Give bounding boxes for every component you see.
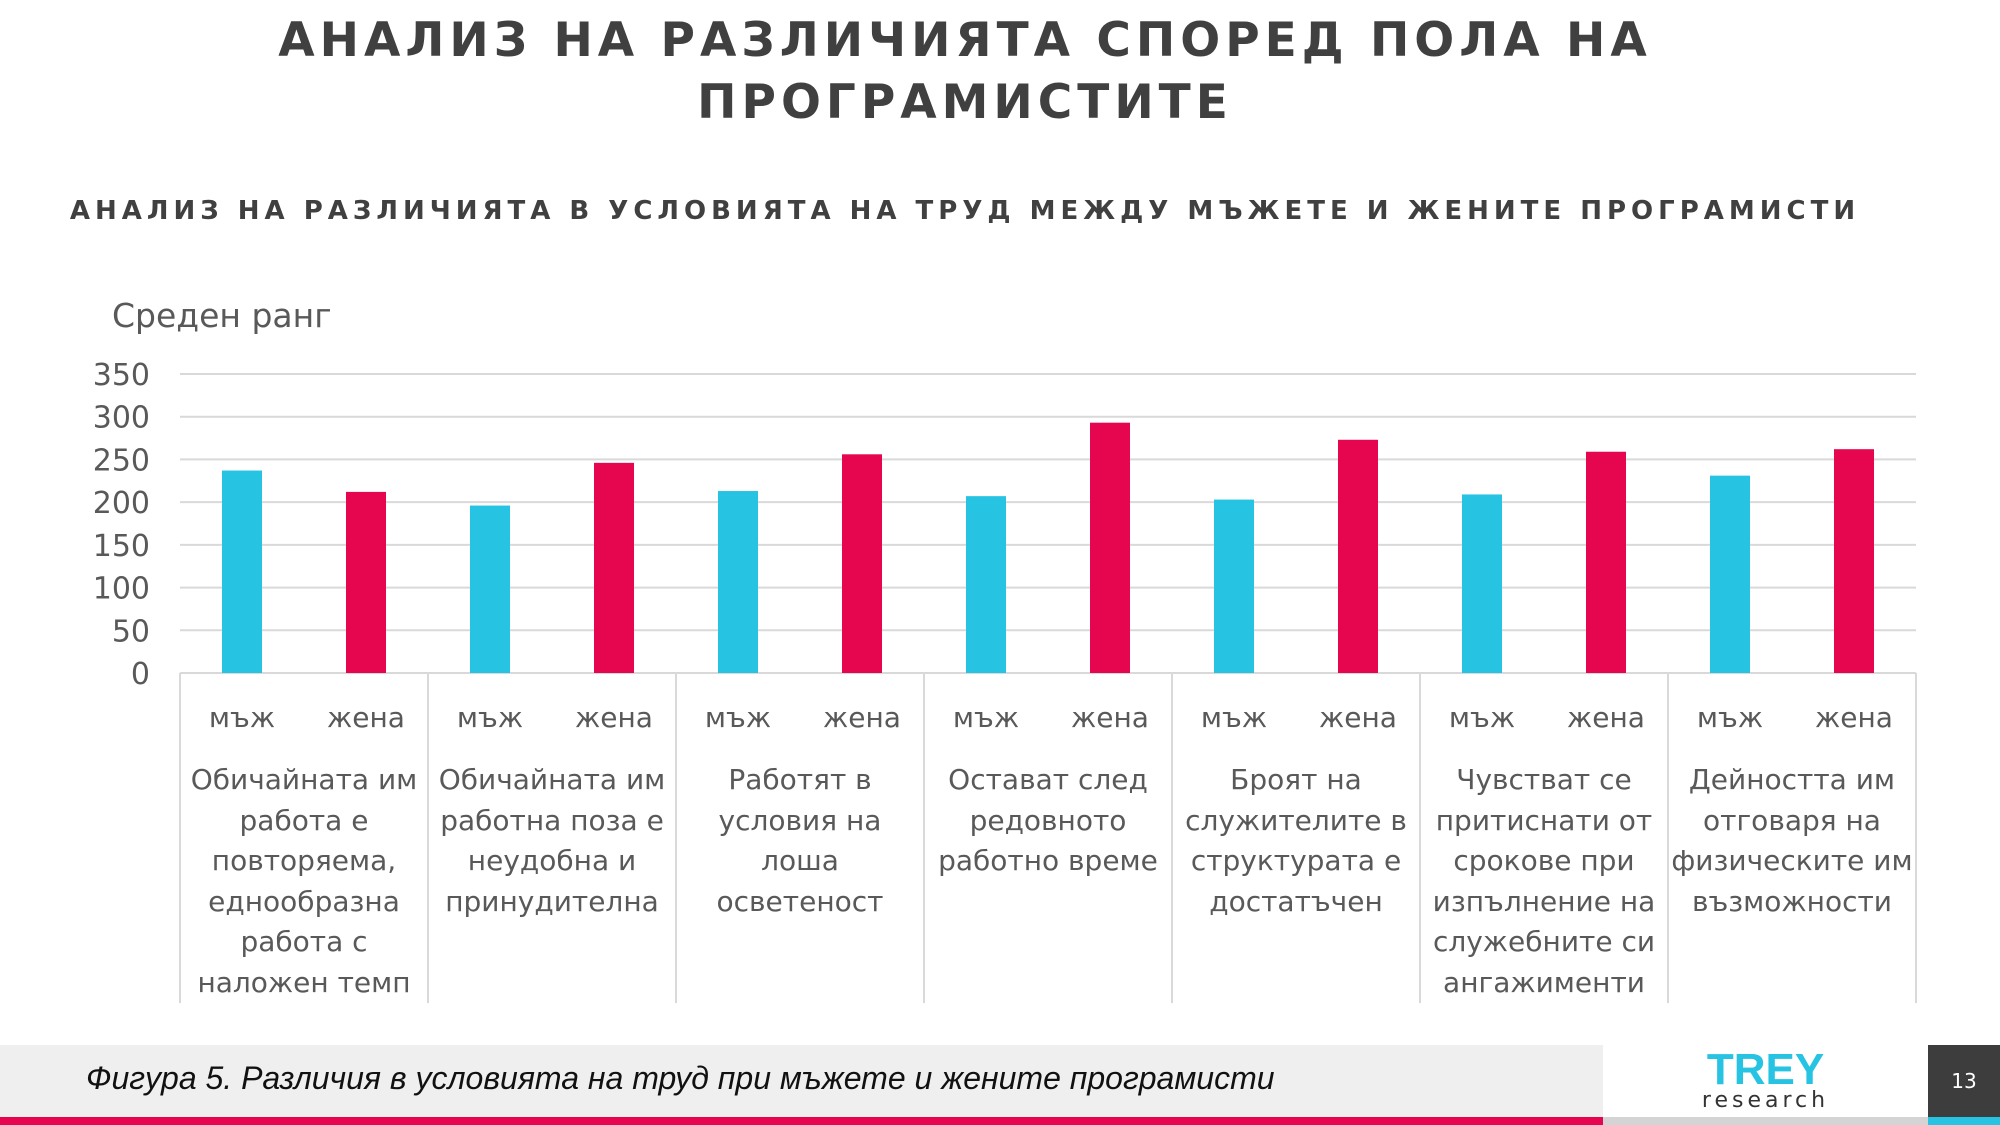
bar-male [966, 496, 1006, 673]
bar-male [470, 505, 510, 673]
figure-caption: Фигура 5. Различия в условията на труд п… [86, 1060, 1275, 1096]
subcategory-label: жена [1815, 701, 1893, 734]
subcategory-label: мъж [705, 701, 771, 734]
logo-sub-text: research [1701, 1088, 1830, 1113]
subcategory-label: мъж [953, 701, 1019, 734]
bar-male [1214, 499, 1254, 673]
category-label: Броят на служителите в структурата е дос… [1185, 763, 1407, 918]
subcategory-label: жена [823, 701, 901, 734]
category-label: Чувстват се притиснати от срокове при из… [1432, 763, 1656, 999]
bar-chart: 0 50 100 150 200 250 300 350 мъж жена мъж жена мъж же… [93, 358, 1917, 1003]
footer-band [0, 1045, 1603, 1117]
y-tick-label: 200 [93, 486, 150, 521]
subcategory-label: мъж [209, 701, 275, 734]
category-label: Обичайната им работа е повторяема, едноо… [190, 763, 418, 999]
bar-female [1090, 422, 1130, 673]
subcategory-label: жена [1071, 701, 1149, 734]
bar-female [842, 454, 882, 673]
footer-cyan-line [1928, 1117, 2000, 1125]
trey-research-logo: TREY research [1603, 1045, 1928, 1117]
bar-female [346, 491, 386, 673]
category-label: Работят в условия на лоша осветеност [716, 763, 884, 918]
subcategory-label: жена [575, 701, 653, 734]
category-label: Обичайната им работна поза е неудобна и … [438, 763, 666, 918]
footer-accent-line [0, 1117, 1603, 1125]
bar-male [222, 470, 262, 673]
footer-grey-line [1603, 1117, 1928, 1125]
subcategory-label: мъж [1201, 701, 1267, 734]
subcategory-label: жена [1319, 701, 1397, 734]
subcategory-label: жена [1567, 701, 1645, 734]
bar-female [594, 462, 634, 673]
bar-male [1462, 494, 1502, 673]
page-number: 13 [1928, 1045, 2000, 1117]
category-label: Остават след редовното работно време [938, 763, 1158, 877]
bar-female [1834, 449, 1874, 673]
y-tick-label: 0 [131, 657, 150, 692]
subcategory-label: жена [327, 701, 405, 734]
bar-male [718, 491, 758, 673]
y-tick-label: 50 [112, 614, 150, 649]
subcategory-label: мъж [457, 701, 523, 734]
logo-main-text: TREY [1706, 1045, 1825, 1094]
y-axis-label: Среден ранг [112, 296, 332, 335]
bar-female [1586, 451, 1626, 673]
bar-female [1338, 439, 1378, 673]
y-tick-label: 350 [93, 358, 150, 393]
category-label: Дейността им отговаря на физическите им … [1671, 763, 1913, 918]
y-tick-label: 150 [93, 529, 150, 564]
chart-title: АНАЛИЗ НА РАЗЛИЧИЯТА В УСЛОВИЯТА НА ТРУД… [69, 196, 1861, 226]
y-tick-label: 100 [93, 572, 150, 607]
y-tick-label: 300 [93, 401, 150, 436]
subcategory-label: мъж [1449, 701, 1515, 734]
bar-male [1710, 475, 1750, 673]
subcategory-label: мъж [1697, 701, 1763, 734]
y-tick-label: 250 [93, 443, 150, 478]
slide-title: АНАЛИЗ НА РАЗЛИЧИЯТА СПОРЕД ПОЛА НА ПРОГ… [278, 13, 1652, 130]
